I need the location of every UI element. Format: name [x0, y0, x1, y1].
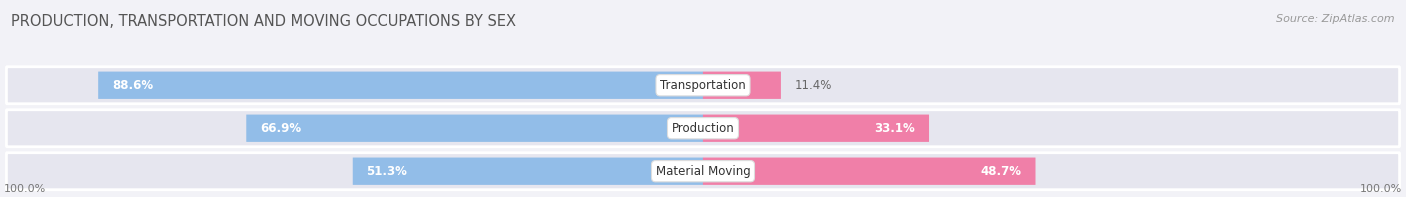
Text: 100.0%: 100.0%	[4, 184, 46, 194]
Text: Source: ZipAtlas.com: Source: ZipAtlas.com	[1277, 14, 1395, 24]
FancyBboxPatch shape	[703, 115, 929, 142]
FancyBboxPatch shape	[703, 72, 780, 99]
FancyBboxPatch shape	[7, 110, 1399, 147]
Text: 11.4%: 11.4%	[794, 79, 832, 92]
Text: 33.1%: 33.1%	[875, 122, 915, 135]
Text: 100.0%: 100.0%	[1360, 184, 1402, 194]
Text: Transportation: Transportation	[661, 79, 745, 92]
Text: 48.7%: 48.7%	[981, 165, 1022, 178]
Text: 51.3%: 51.3%	[367, 165, 408, 178]
FancyBboxPatch shape	[98, 72, 703, 99]
Text: 88.6%: 88.6%	[112, 79, 153, 92]
Text: Production: Production	[672, 122, 734, 135]
FancyBboxPatch shape	[246, 115, 703, 142]
FancyBboxPatch shape	[353, 158, 703, 185]
Text: 66.9%: 66.9%	[260, 122, 301, 135]
FancyBboxPatch shape	[7, 67, 1399, 104]
FancyBboxPatch shape	[7, 153, 1399, 190]
Text: PRODUCTION, TRANSPORTATION AND MOVING OCCUPATIONS BY SEX: PRODUCTION, TRANSPORTATION AND MOVING OC…	[11, 14, 516, 29]
FancyBboxPatch shape	[703, 158, 1035, 185]
Text: Material Moving: Material Moving	[655, 165, 751, 178]
